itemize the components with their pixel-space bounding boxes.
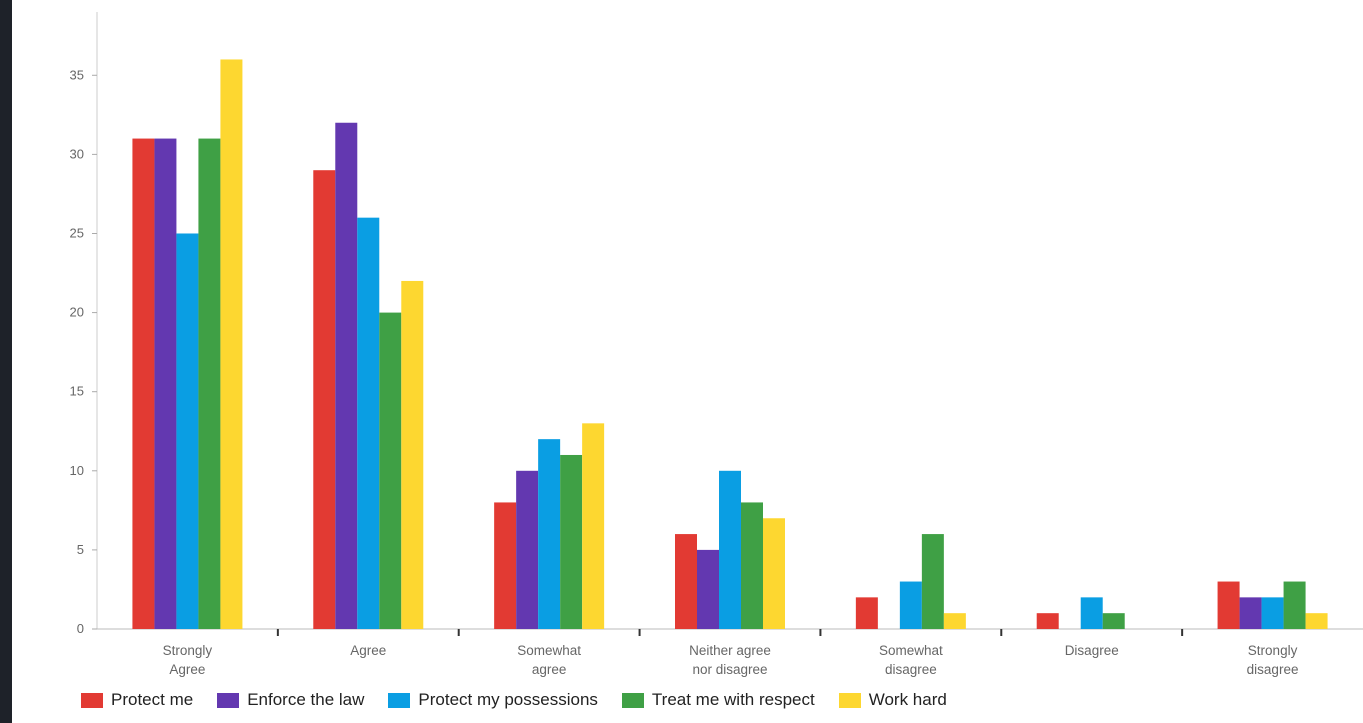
bar bbox=[220, 59, 243, 629]
bar bbox=[1217, 581, 1240, 629]
x-category-label-line: Strongly bbox=[1248, 643, 1298, 658]
bar bbox=[1261, 597, 1284, 629]
legend-label: Protect my possessions bbox=[418, 690, 598, 709]
chart-legend: Protect me Enforce the law Protect my poss… bbox=[81, 688, 947, 712]
bar bbox=[357, 217, 380, 629]
bar bbox=[313, 170, 336, 629]
x-category-label-line: Strongly bbox=[163, 643, 213, 658]
bar bbox=[560, 454, 583, 629]
legend-label: Treat me with respect bbox=[651, 690, 815, 709]
bar bbox=[198, 138, 221, 630]
legend-swatch bbox=[388, 692, 411, 708]
legend-swatch bbox=[838, 692, 861, 708]
bar-chart: 0 5 10 15 20 25 30 35 Strongly Agree Agree Somewhat… bbox=[70, 12, 1363, 677]
bar bbox=[1239, 597, 1262, 629]
bar bbox=[176, 233, 199, 629]
bar bbox=[855, 597, 878, 629]
bar bbox=[582, 423, 605, 629]
bar bbox=[401, 280, 424, 629]
x-category-label: Somewhat agree bbox=[517, 643, 581, 677]
y-tick-label: 35 bbox=[70, 67, 84, 82]
bar bbox=[516, 470, 539, 629]
x-category-label-line: Disagree bbox=[1065, 643, 1119, 658]
bar bbox=[763, 518, 785, 629]
bar bbox=[1036, 613, 1059, 629]
legend-item: Treat me with respect bbox=[621, 690, 815, 710]
y-tick-label: 0 bbox=[77, 621, 84, 636]
legend-swatch bbox=[81, 692, 103, 708]
y-tick-label: 15 bbox=[70, 384, 84, 399]
x-category-label-line: Somewhat bbox=[879, 643, 943, 658]
bar bbox=[943, 613, 966, 629]
x-category-label: Neither agree nor disagree bbox=[689, 643, 771, 677]
y-tick-label: 5 bbox=[77, 542, 84, 557]
y-tick-label: 20 bbox=[70, 305, 84, 320]
bar bbox=[335, 122, 358, 629]
x-category-label: Strongly disagree bbox=[1247, 643, 1299, 677]
legend-label: Enforce the law bbox=[247, 690, 365, 709]
legend-swatch bbox=[217, 692, 240, 708]
bar bbox=[1102, 613, 1125, 629]
x-category-label-line: Agree bbox=[169, 662, 205, 677]
legend-label: Protect me bbox=[111, 690, 194, 709]
x-category-label-line: disagree bbox=[1247, 662, 1299, 677]
bar bbox=[697, 549, 719, 629]
bar bbox=[154, 138, 177, 630]
bar bbox=[1283, 581, 1306, 629]
x-category-label: Somewhat disagree bbox=[879, 643, 943, 677]
y-tick-label: 30 bbox=[70, 146, 84, 161]
bar bbox=[132, 138, 155, 630]
bar bbox=[719, 470, 741, 629]
bar bbox=[741, 502, 763, 629]
legend-swatch bbox=[621, 692, 644, 708]
y-tick-label: 25 bbox=[70, 225, 84, 240]
x-category-label-line: agree bbox=[532, 662, 567, 677]
legend-item: Protect me bbox=[81, 690, 193, 710]
y-tick-label: 10 bbox=[70, 463, 84, 478]
x-category-label-line: disagree bbox=[885, 662, 937, 677]
legend-item: Work hard bbox=[838, 690, 947, 710]
bar bbox=[379, 312, 402, 629]
x-category-label-line: Agree bbox=[350, 643, 386, 658]
bar bbox=[675, 534, 697, 629]
bar bbox=[538, 439, 561, 629]
bar bbox=[1305, 613, 1328, 629]
chart-frame: 0 5 10 15 20 25 30 35 Strongly Agree Agree Somewhat… bbox=[12, 0, 1363, 723]
x-category-label-line: Somewhat bbox=[517, 643, 581, 658]
legend-item: Enforce the law bbox=[217, 690, 364, 710]
x-category-label-line: Neither agree bbox=[689, 643, 771, 658]
x-category-label: Strongly Agree bbox=[163, 643, 213, 677]
bar bbox=[899, 581, 922, 629]
x-category-label-line: nor disagree bbox=[692, 662, 767, 677]
legend-label: Work hard bbox=[868, 690, 947, 709]
bar bbox=[1080, 597, 1103, 629]
x-category-label: Agree bbox=[350, 643, 386, 658]
bar bbox=[921, 534, 944, 629]
x-category-label: Disagree bbox=[1065, 643, 1119, 658]
legend-item: Protect my possessions bbox=[388, 690, 598, 710]
bar bbox=[494, 502, 517, 629]
